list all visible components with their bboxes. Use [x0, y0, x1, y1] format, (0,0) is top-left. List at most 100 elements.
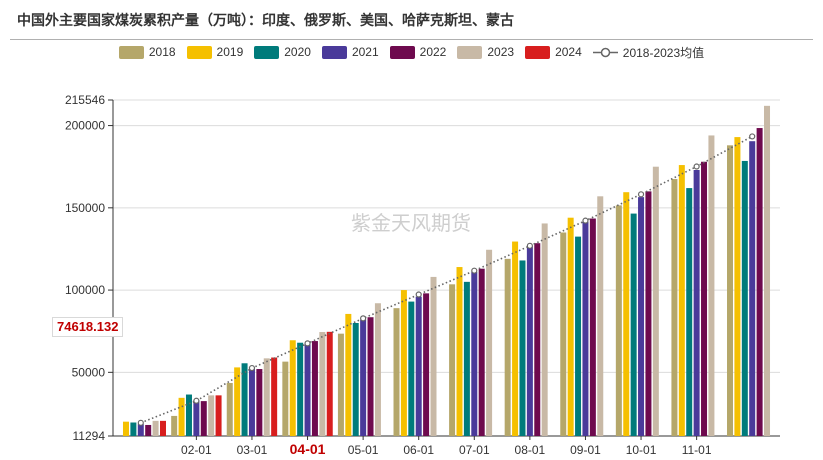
- y-tick-label: 215546: [65, 93, 105, 107]
- bar-2024-04-01: [326, 331, 333, 436]
- bar-2021-10-01: [638, 197, 645, 436]
- legend-item-2018[interactable]: 2018: [118, 45, 176, 59]
- bar-2022-05-01: [367, 317, 374, 436]
- x-tick-label: 05-01: [348, 443, 379, 457]
- bar-2018-12-01: [727, 145, 734, 436]
- bar-2019-01-01: [122, 421, 129, 436]
- bar-2020-03-01: [241, 363, 248, 436]
- legend-item-2020[interactable]: 2020: [254, 45, 311, 59]
- bar-2021-06-01: [415, 296, 422, 436]
- bar-2024-01-01: [159, 420, 166, 436]
- legend-swatch: [457, 45, 483, 59]
- legend-label: 2018: [148, 45, 176, 59]
- average-point-05-01: [360, 315, 367, 322]
- legend-item-average[interactable]: 2018-2023均值: [592, 44, 704, 61]
- bar-2021-02-01: [193, 400, 200, 436]
- bar-2019-02-01: [178, 397, 185, 436]
- legend-swatch: [389, 45, 415, 59]
- legend-label: 2021: [351, 45, 379, 59]
- legend-item-2019[interactable]: 2019: [186, 45, 244, 59]
- average-point-03-01: [248, 364, 256, 372]
- bar-2018-04-01: [282, 361, 289, 436]
- bar-2021-01-01: [137, 424, 144, 436]
- bar-2022-06-01: [423, 293, 430, 436]
- legend-swatch: [321, 45, 347, 59]
- bar-2018-11-01: [671, 179, 678, 436]
- bar-2023-04-01: [319, 332, 326, 436]
- bar-2019-10-01: [623, 192, 630, 436]
- legend-label: 2019: [216, 45, 244, 59]
- bar-2023-10-01: [652, 166, 659, 436]
- bar-2020-10-01: [630, 213, 637, 436]
- bar-2019-05-01: [345, 313, 352, 436]
- bar-2023-03-01: [263, 358, 270, 436]
- bar-2018-09-01: [560, 232, 567, 436]
- y-tick-label: 200000: [65, 119, 105, 133]
- average-point-09-01: [582, 217, 589, 224]
- bar-2022-08-01: [534, 243, 541, 436]
- legend-line-icon: [592, 47, 618, 57]
- legend-item-2021[interactable]: 2021: [321, 45, 379, 59]
- bar-2022-10-01: [645, 191, 652, 436]
- legend-item-2023[interactable]: 2023: [457, 45, 514, 59]
- bar-2020-04-01: [297, 342, 304, 436]
- legend: 2018 2019 2020 2021 2022 2023 2024 2018-2023均值: [0, 44, 823, 60]
- bar-2024-02-01: [215, 395, 222, 436]
- average-point-04-01: [304, 340, 311, 347]
- bar-2023-11-01: [708, 135, 715, 437]
- bar-2023-02-01: [208, 395, 215, 436]
- bar-2019-12-01: [734, 137, 741, 436]
- x-tick-label: 02-01: [181, 443, 212, 457]
- average-point-08-01: [526, 242, 533, 249]
- average-point-11-01: [693, 163, 700, 170]
- legend-label: 2023: [487, 45, 515, 59]
- bar-2023-06-01: [430, 276, 437, 436]
- x-tick-label: 04-01: [290, 441, 326, 457]
- legend-item-2024[interactable]: 2024: [525, 45, 582, 59]
- bar-2020-06-01: [408, 301, 415, 436]
- chart-title: 中国外主要国家煤炭累积产量（万吨）：印度、俄罗斯、美国、哈萨克斯坦、蒙古: [17, 13, 514, 29]
- bar-2018-10-01: [615, 205, 622, 436]
- bar-2018-08-01: [504, 258, 511, 436]
- average-point-12-01: [749, 133, 756, 140]
- bar-2019-03-01: [234, 367, 241, 436]
- legend-item-2022[interactable]: 2022: [389, 45, 447, 59]
- bar-2023-01-01: [152, 420, 159, 436]
- bar-2023-05-01: [374, 303, 381, 436]
- legend-swatch: [254, 45, 280, 59]
- bar-2021-04-01: [304, 342, 311, 436]
- bar-2022-02-01: [200, 401, 207, 436]
- legend-swatch: [118, 45, 144, 59]
- bar-2022-01-01: [145, 424, 152, 436]
- bar-2021-07-01: [471, 271, 478, 436]
- bar-2022-11-01: [701, 161, 708, 437]
- average-point-07-01: [471, 267, 478, 274]
- bar-2024-03-01: [271, 357, 278, 436]
- average-point-06-01: [415, 291, 422, 298]
- bar-2018-03-01: [226, 383, 233, 436]
- bar-2018-07-01: [449, 284, 456, 436]
- bar-2020-07-01: [463, 281, 470, 436]
- average-point-01-01: [137, 419, 144, 426]
- x-tick-label: 06-01: [403, 443, 434, 457]
- y-tick-label: 150000: [65, 201, 105, 215]
- bar-2023-09-01: [597, 196, 604, 436]
- bar-2021-11-01: [693, 169, 700, 436]
- bar-2018-02-01: [171, 415, 178, 436]
- bar-2022-04-01: [311, 341, 318, 436]
- bar-2019-08-01: [512, 241, 519, 436]
- bar-2019-04-01: [289, 340, 296, 436]
- x-tick-label: 10-01: [626, 443, 657, 457]
- x-tick-label: 08-01: [515, 443, 546, 457]
- bar-2023-12-01: [764, 105, 771, 437]
- legend-label: 2022: [419, 45, 447, 59]
- legend-label: 2024: [555, 45, 582, 59]
- bar-2020-08-01: [519, 260, 526, 436]
- bar-2021-09-01: [582, 221, 589, 436]
- x-tick-label: 07-01: [459, 443, 490, 457]
- average-point-02-01: [193, 397, 200, 404]
- bar-2019-11-01: [678, 165, 685, 436]
- bar-2019-09-01: [567, 217, 574, 436]
- x-tick-label: 09-01: [570, 443, 601, 457]
